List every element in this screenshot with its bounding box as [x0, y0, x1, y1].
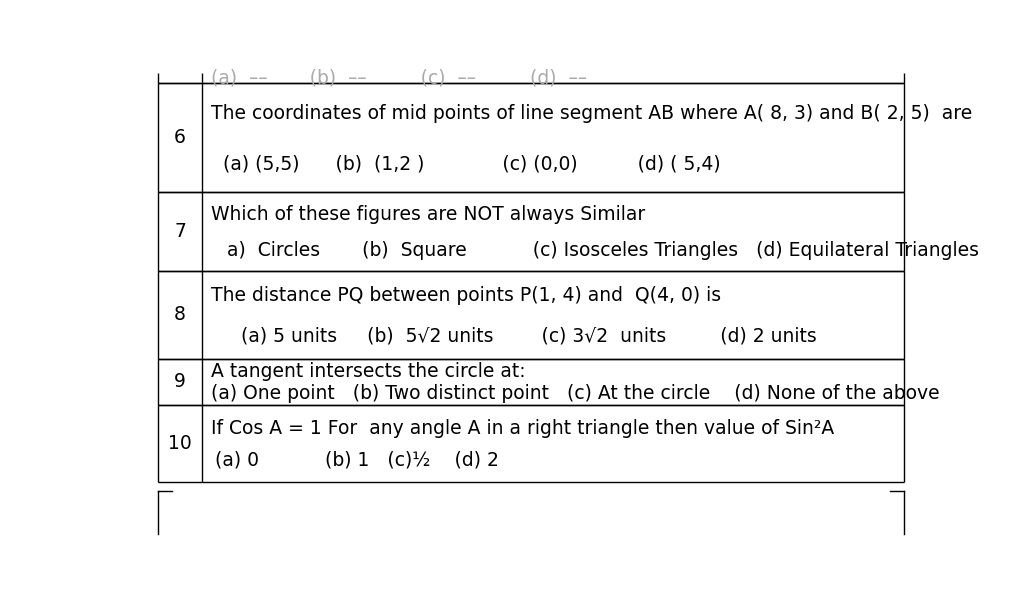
- Text: a)  Circles       (b)  Square           (c) Isosceles Triangles   (d) Equilatera: a) Circles (b) Square (c) Isosceles Tria…: [215, 241, 979, 260]
- Text: (a) 0           (b) 1   (c)½    (d) 2: (a) 0 (b) 1 (c)½ (d) 2: [215, 451, 499, 470]
- Text: 7: 7: [174, 222, 186, 241]
- Text: If Cos A = 1 For  any angle A in a right triangle then value of Sin²A: If Cos A = 1 For any angle A in a right …: [211, 419, 835, 437]
- Text: The coordinates of mid points of line segment AB where A( 8, 3) and B( 2, 5)  ar: The coordinates of mid points of line se…: [211, 104, 973, 123]
- Text: A tangent intersects the circle at:: A tangent intersects the circle at:: [211, 362, 526, 381]
- Text: 9: 9: [174, 373, 186, 392]
- Text: 8: 8: [174, 306, 186, 324]
- Text: 10: 10: [168, 434, 191, 453]
- Text: (a) 5 units     (b)  5√2 units        (c) 3√2  units         (d) 2 units: (a) 5 units (b) 5√2 units (c) 3√2 units …: [223, 326, 817, 346]
- Text: (a) One point   (b) Two distinct point   (c) At the circle    (d) None of the ab: (a) One point (b) Two distinct point (c)…: [211, 384, 940, 403]
- Text: (a) (5,5)      (b)  (1,2 )             (c) (0,0)          (d) ( 5,4): (a) (5,5) (b) (1,2 ) (c) (0,0) (d) ( 5,4…: [223, 155, 721, 174]
- Text: 6: 6: [174, 128, 186, 147]
- Text: Which of these figures are NOT always Similar: Which of these figures are NOT always Si…: [211, 205, 645, 224]
- Text: The distance PQ between points P(1, 4) and  Q(4, 0) is: The distance PQ between points P(1, 4) a…: [211, 286, 722, 305]
- Text: (a)  ––       (b)  ––         (c)  ––         (d)  ––: (a) –– (b) –– (c) –– (d) ––: [211, 69, 588, 88]
